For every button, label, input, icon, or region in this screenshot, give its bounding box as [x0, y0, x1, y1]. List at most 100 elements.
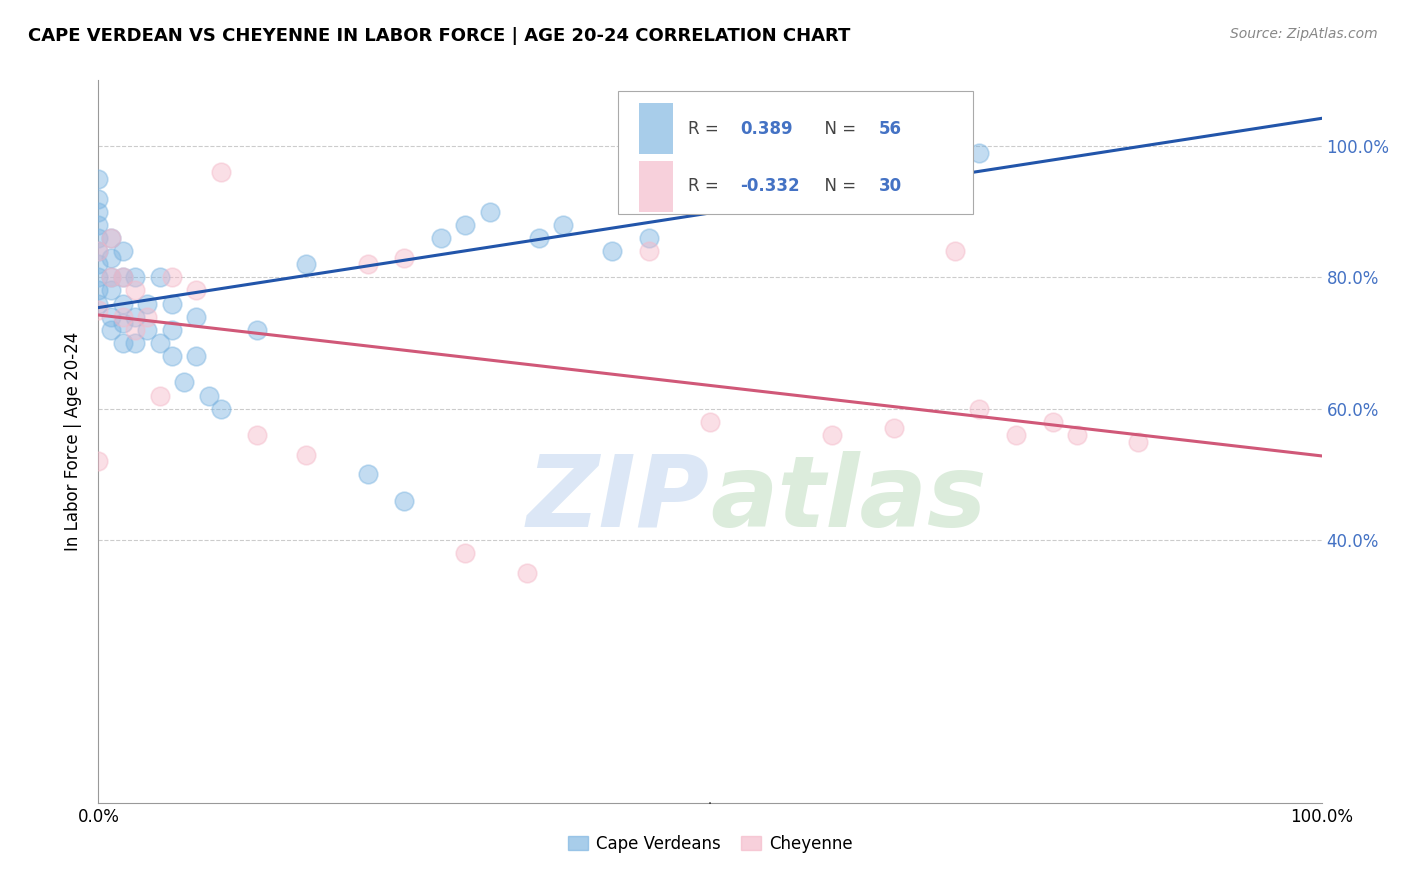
Point [883, 152, 905, 166]
Legend: Cape Verdeans, Cheyenne: Cape Verdeans, Cheyenne [561, 828, 859, 860]
Point [723, 165, 745, 179]
Point [136, 296, 159, 310]
Point [699, 178, 721, 193]
Point [209, 401, 232, 416]
Point [87, 257, 110, 271]
FancyBboxPatch shape [640, 103, 673, 154]
Point [87, 284, 110, 298]
Text: 56: 56 [879, 120, 901, 137]
Point [515, 566, 537, 580]
Point [87, 231, 110, 245]
Point [967, 401, 990, 416]
Point [100, 284, 122, 298]
Point [111, 244, 134, 258]
Text: Source: ZipAtlas.com: Source: ZipAtlas.com [1230, 27, 1378, 41]
Text: R =: R = [688, 120, 724, 137]
Point [553, 218, 575, 232]
Point [100, 231, 122, 245]
Point [186, 349, 208, 363]
Point [100, 270, 122, 285]
Point [160, 323, 183, 337]
Text: CAPE VERDEAN VS CHEYENNE IN LABOR FORCE | AGE 20-24 CORRELATION CHART: CAPE VERDEAN VS CHEYENNE IN LABOR FORCE … [28, 27, 851, 45]
Point [392, 493, 416, 508]
Point [478, 204, 501, 219]
Point [149, 270, 172, 285]
Point [111, 270, 134, 285]
Point [124, 284, 146, 298]
Point [100, 231, 122, 245]
Point [136, 310, 159, 324]
Point [430, 231, 453, 245]
Point [111, 336, 134, 351]
Point [87, 244, 110, 258]
Point [943, 145, 966, 160]
Point [87, 244, 110, 258]
Point [637, 231, 661, 245]
Point [160, 296, 183, 310]
Point [675, 192, 697, 206]
Point [967, 145, 990, 160]
Text: N =: N = [814, 178, 862, 195]
Point [295, 448, 318, 462]
Point [761, 171, 783, 186]
Point [392, 251, 416, 265]
Point [136, 323, 159, 337]
Point [100, 270, 122, 285]
Point [454, 546, 477, 560]
Text: 30: 30 [879, 178, 903, 195]
Text: R =: R = [688, 178, 724, 195]
Point [1128, 434, 1150, 449]
Point [111, 310, 134, 324]
Point [454, 218, 477, 232]
Point [943, 244, 966, 258]
Point [527, 231, 550, 245]
Point [87, 454, 110, 468]
Point [100, 323, 122, 337]
Point [87, 192, 110, 206]
Point [173, 376, 195, 390]
Point [246, 428, 269, 442]
Point [124, 336, 146, 351]
Point [821, 428, 844, 442]
Point [209, 165, 232, 179]
Y-axis label: In Labor Force | Age 20-24: In Labor Force | Age 20-24 [65, 332, 83, 551]
Point [100, 310, 122, 324]
Point [295, 257, 318, 271]
Point [356, 467, 378, 482]
Point [1004, 428, 1026, 442]
Point [87, 303, 110, 318]
Point [699, 415, 721, 429]
Point [797, 159, 820, 173]
Point [160, 270, 183, 285]
Point [186, 284, 208, 298]
Point [124, 323, 146, 337]
Text: atlas: atlas [710, 450, 987, 548]
Point [111, 270, 134, 285]
Point [246, 323, 269, 337]
Point [637, 244, 661, 258]
Point [87, 296, 110, 310]
FancyBboxPatch shape [619, 91, 973, 214]
Point [160, 349, 183, 363]
Point [87, 270, 110, 285]
Point [124, 310, 146, 324]
Point [1042, 415, 1064, 429]
Point [186, 310, 208, 324]
Point [87, 218, 110, 232]
Point [111, 316, 134, 330]
Point [124, 270, 146, 285]
Point [149, 336, 172, 351]
Point [821, 152, 844, 166]
Point [100, 251, 122, 265]
FancyBboxPatch shape [640, 161, 673, 211]
Text: ZIP: ZIP [527, 450, 710, 548]
Point [197, 388, 219, 402]
Point [356, 257, 378, 271]
Point [111, 296, 134, 310]
Point [87, 204, 110, 219]
Point [883, 421, 905, 435]
Text: N =: N = [814, 120, 862, 137]
Point [149, 388, 172, 402]
Text: -0.332: -0.332 [741, 178, 800, 195]
Point [1066, 428, 1088, 442]
